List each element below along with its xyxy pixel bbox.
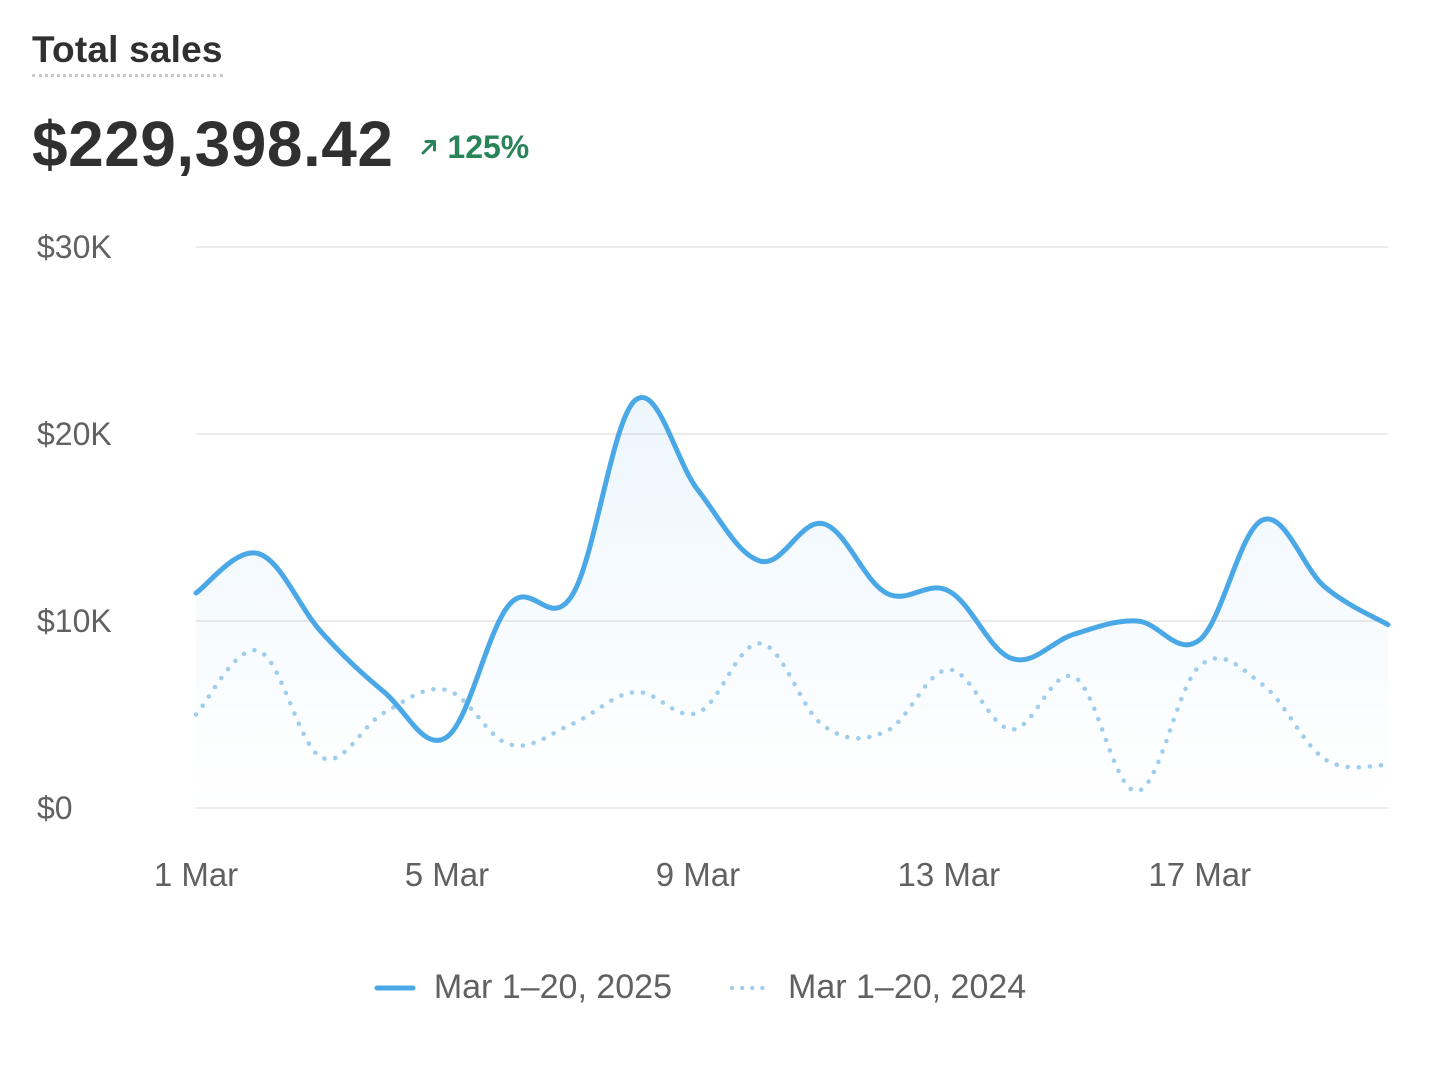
data-point-current[interactable] (757, 557, 765, 565)
data-point-previous[interactable] (192, 711, 200, 719)
data-point-previous[interactable] (1196, 662, 1204, 670)
legend-item-previous[interactable]: Mar 1–20, 2024 (728, 968, 1026, 1007)
data-point-previous[interactable] (694, 709, 702, 717)
legend-label-current: Mar 1–20, 2025 (433, 968, 672, 1006)
dotted-line-swatch-icon (730, 985, 770, 990)
data-point-previous[interactable] (757, 639, 765, 647)
data-point-current[interactable] (380, 688, 388, 696)
data-point-current[interactable] (255, 550, 263, 558)
x-tick-label: 1 Mar (154, 856, 238, 893)
x-tick-label: 13 Mar (897, 856, 1000, 893)
data-point-current[interactable] (1384, 621, 1392, 629)
legend: Mar 1–20, 2025 Mar 1–20, 2024 (0, 968, 1400, 1007)
data-point-previous[interactable] (317, 754, 325, 762)
headline: $229,398.42 125% (32, 108, 529, 180)
total-sales-value: $229,398.42 (32, 108, 394, 180)
data-point-current[interactable] (1259, 516, 1267, 524)
data-point-current[interactable] (694, 486, 702, 494)
chart-title[interactable]: Total sales (32, 28, 223, 77)
data-point-previous[interactable] (882, 727, 890, 735)
x-tick-label: 9 Mar (656, 856, 740, 893)
data-point-current[interactable] (568, 591, 576, 599)
series-line-current (193, 395, 1391, 743)
data-point-current[interactable] (1008, 654, 1016, 662)
current-series-area (196, 397, 1388, 808)
y-axis-ticks: $0 $10K $20K $30K (37, 229, 112, 826)
change-badge: 125% (419, 129, 529, 166)
sales-line-chart: $0 $10K $20K $30K 1 Mar 5 Mar 9 Mar 13 Mar 17 M… (37, 229, 1392, 893)
data-point-previous[interactable] (1008, 725, 1016, 733)
data-point-previous[interactable] (380, 709, 388, 717)
data-point-previous[interactable] (1384, 761, 1392, 769)
data-point-previous[interactable] (945, 666, 953, 674)
data-point-current[interactable] (192, 589, 200, 597)
data-point-current[interactable] (1070, 630, 1078, 638)
area-fill (196, 397, 1388, 808)
data-point-current[interactable] (443, 733, 451, 741)
data-point-previous[interactable] (1070, 673, 1078, 681)
data-point-previous[interactable] (506, 740, 514, 748)
data-point-current[interactable] (882, 589, 890, 597)
y-tick-label: $30K (37, 229, 112, 265)
x-axis-ticks: 1 Mar 5 Mar 9 Mar 13 Mar 17 Mar (154, 856, 1251, 893)
data-point-current[interactable] (506, 600, 514, 608)
data-point-previous[interactable] (819, 722, 827, 730)
y-tick-label: $0 (37, 790, 73, 826)
data-point-previous[interactable] (1133, 787, 1141, 795)
data-point-current[interactable] (317, 628, 325, 636)
legend-label-previous: Mar 1–20, 2024 (788, 968, 1027, 1006)
data-point-previous[interactable] (1259, 681, 1267, 689)
data-point-previous[interactable] (568, 720, 576, 728)
data-point-current[interactable] (631, 396, 639, 404)
data-point-previous[interactable] (631, 688, 639, 696)
series-line-previous (193, 641, 1391, 794)
arrow-up-right-icon (421, 140, 437, 155)
data-point-current[interactable] (1321, 583, 1329, 591)
series-lines (192, 395, 1392, 795)
legend-item-current[interactable]: Mar 1–20, 2025 (374, 968, 672, 1007)
x-tick-label: 17 Mar (1148, 856, 1251, 893)
data-point-current[interactable] (1133, 617, 1141, 625)
solid-line-swatch-icon (374, 985, 416, 990)
data-point-current[interactable] (1196, 636, 1204, 644)
change-percent: 125% (447, 128, 530, 165)
data-point-current[interactable] (945, 587, 953, 595)
y-tick-label: $10K (37, 603, 112, 639)
data-point-current[interactable] (819, 520, 827, 528)
x-tick-label: 5 Mar (405, 856, 489, 893)
data-point-previous[interactable] (255, 647, 263, 655)
data-point-previous[interactable] (443, 686, 451, 694)
data-point-previous[interactable] (1321, 755, 1329, 763)
y-tick-label: $20K (37, 416, 112, 452)
